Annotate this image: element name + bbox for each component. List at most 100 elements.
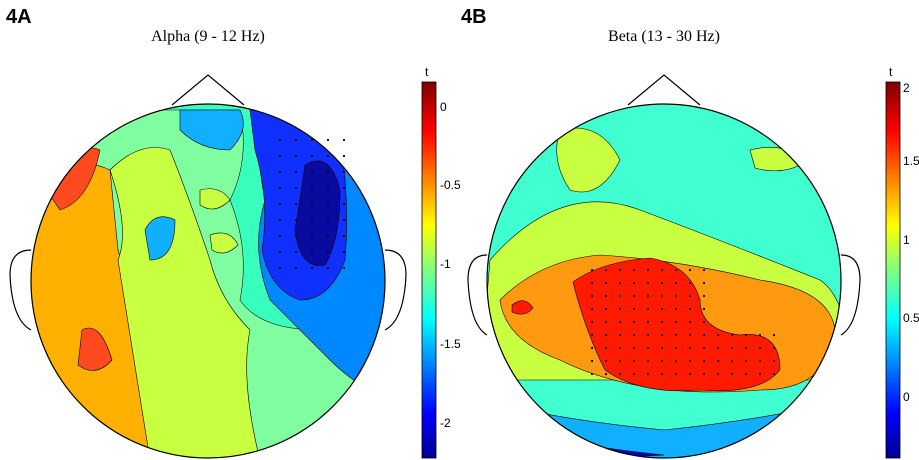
electrode-dot bbox=[674, 346, 678, 350]
electrode-dot bbox=[294, 186, 298, 190]
electrode-dot bbox=[646, 320, 650, 324]
electrode-dot bbox=[674, 307, 678, 311]
panel-a-significant-electrodes bbox=[278, 138, 346, 270]
electrode-dot bbox=[294, 138, 298, 142]
panel-a-tick-4: -2 bbox=[440, 416, 451, 430]
electrode-dot bbox=[590, 333, 594, 337]
electrode-dot bbox=[326, 250, 330, 254]
electrode-dot bbox=[660, 333, 664, 337]
electrode-dot bbox=[310, 218, 314, 222]
electrode-dot bbox=[278, 250, 282, 254]
electrode-dot bbox=[632, 268, 636, 272]
electrode-dot bbox=[716, 333, 720, 337]
electrode-dot bbox=[278, 186, 282, 190]
electrode-dot bbox=[758, 359, 762, 363]
electrode-dot bbox=[590, 281, 594, 285]
electrode-dot bbox=[310, 170, 314, 174]
electrode-dot bbox=[772, 372, 776, 376]
electrode-dot bbox=[604, 359, 608, 363]
electrode-dot bbox=[618, 346, 622, 350]
panel-b-left-ear bbox=[467, 254, 488, 336]
electrode-dot bbox=[660, 268, 664, 272]
electrode-dot bbox=[326, 186, 330, 190]
electrode-dot bbox=[632, 346, 636, 350]
electrode-dot bbox=[632, 359, 636, 363]
electrode-dot bbox=[310, 154, 314, 158]
panel-b-tick-1: 1.5 bbox=[903, 154, 919, 168]
panel-b-tick-2: 1 bbox=[903, 233, 910, 247]
electrode-dot bbox=[618, 281, 622, 285]
electrode-dot bbox=[688, 346, 692, 350]
electrode-dot bbox=[716, 359, 720, 363]
electrode-dot bbox=[660, 372, 664, 376]
electrode-dot bbox=[702, 281, 706, 285]
electrode-dot bbox=[342, 170, 346, 174]
electrode-dot bbox=[688, 281, 692, 285]
electrode-dot bbox=[744, 372, 748, 376]
electrode-dot bbox=[326, 202, 330, 206]
panel-b-tick-3: 0.5 bbox=[903, 311, 919, 325]
electrode-dot bbox=[688, 372, 692, 376]
electrode-dot bbox=[294, 234, 298, 238]
electrode-dot bbox=[278, 234, 282, 238]
electrode-dot bbox=[618, 359, 622, 363]
electrode-dot bbox=[590, 372, 594, 376]
electrode-dot bbox=[660, 307, 664, 311]
electrode-dot bbox=[590, 294, 594, 298]
panel-b-nose bbox=[627, 74, 701, 106]
electrode-dot bbox=[604, 333, 608, 337]
electrode-dot bbox=[674, 372, 678, 376]
electrode-dot bbox=[590, 268, 594, 272]
electrode-dot bbox=[618, 320, 622, 324]
electrode-dot bbox=[772, 333, 776, 337]
electrode-dot bbox=[702, 320, 706, 324]
electrode-dot bbox=[278, 154, 282, 158]
electrode-dot bbox=[744, 333, 748, 337]
electrode-dot bbox=[342, 266, 346, 270]
electrode-dot bbox=[326, 154, 330, 158]
electrode-dot bbox=[632, 281, 636, 285]
electrode-dot bbox=[618, 372, 622, 376]
electrode-dot bbox=[660, 320, 664, 324]
panel-b-tick-0: 2 bbox=[903, 81, 910, 95]
electrode-dot bbox=[604, 320, 608, 324]
electrode-dot bbox=[294, 250, 298, 254]
electrode-dot bbox=[702, 268, 706, 272]
electrode-dot bbox=[674, 294, 678, 298]
electrode-dot bbox=[702, 359, 706, 363]
electrode-dot bbox=[716, 346, 720, 350]
panel-a-topomap bbox=[31, 104, 385, 458]
panel-a-colorbar-label: t bbox=[425, 65, 429, 79]
electrode-dot bbox=[618, 268, 622, 272]
electrode-dot bbox=[278, 138, 282, 142]
electrode-dot bbox=[702, 307, 706, 311]
panel-a-head-outline bbox=[30, 103, 386, 459]
electrode-dot bbox=[716, 372, 720, 376]
electrode-dot bbox=[660, 281, 664, 285]
electrode-dot bbox=[604, 294, 608, 298]
electrode-dot bbox=[342, 250, 346, 254]
panel-a-tick-1: -0.5 bbox=[440, 178, 461, 192]
electrode-dot bbox=[688, 359, 692, 363]
panel-a-title: Alpha (9 - 12 Hz) bbox=[151, 28, 265, 45]
electrode-dot bbox=[660, 294, 664, 298]
electrode-dot bbox=[646, 359, 650, 363]
electrode-dot bbox=[688, 268, 692, 272]
electrode-dot bbox=[660, 359, 664, 363]
electrode-dot bbox=[278, 266, 282, 270]
panel-b-colorbar bbox=[885, 81, 901, 459]
electrode-dot bbox=[674, 333, 678, 337]
electrode-dot bbox=[604, 307, 608, 311]
electrode-dot bbox=[674, 359, 678, 363]
electrode-dot bbox=[646, 268, 650, 272]
electrode-dot bbox=[688, 307, 692, 311]
electrode-dot bbox=[310, 138, 314, 142]
electrode-dot bbox=[688, 294, 692, 298]
electrode-dot bbox=[310, 186, 314, 190]
electrode-dot bbox=[342, 218, 346, 222]
panel-b-right-ear bbox=[840, 254, 861, 336]
electrode-dot bbox=[730, 333, 734, 337]
electrode-dot bbox=[294, 218, 298, 222]
electrode-dot bbox=[342, 234, 346, 238]
panel-b-title: Beta (13 - 30 Hz) bbox=[608, 28, 720, 45]
